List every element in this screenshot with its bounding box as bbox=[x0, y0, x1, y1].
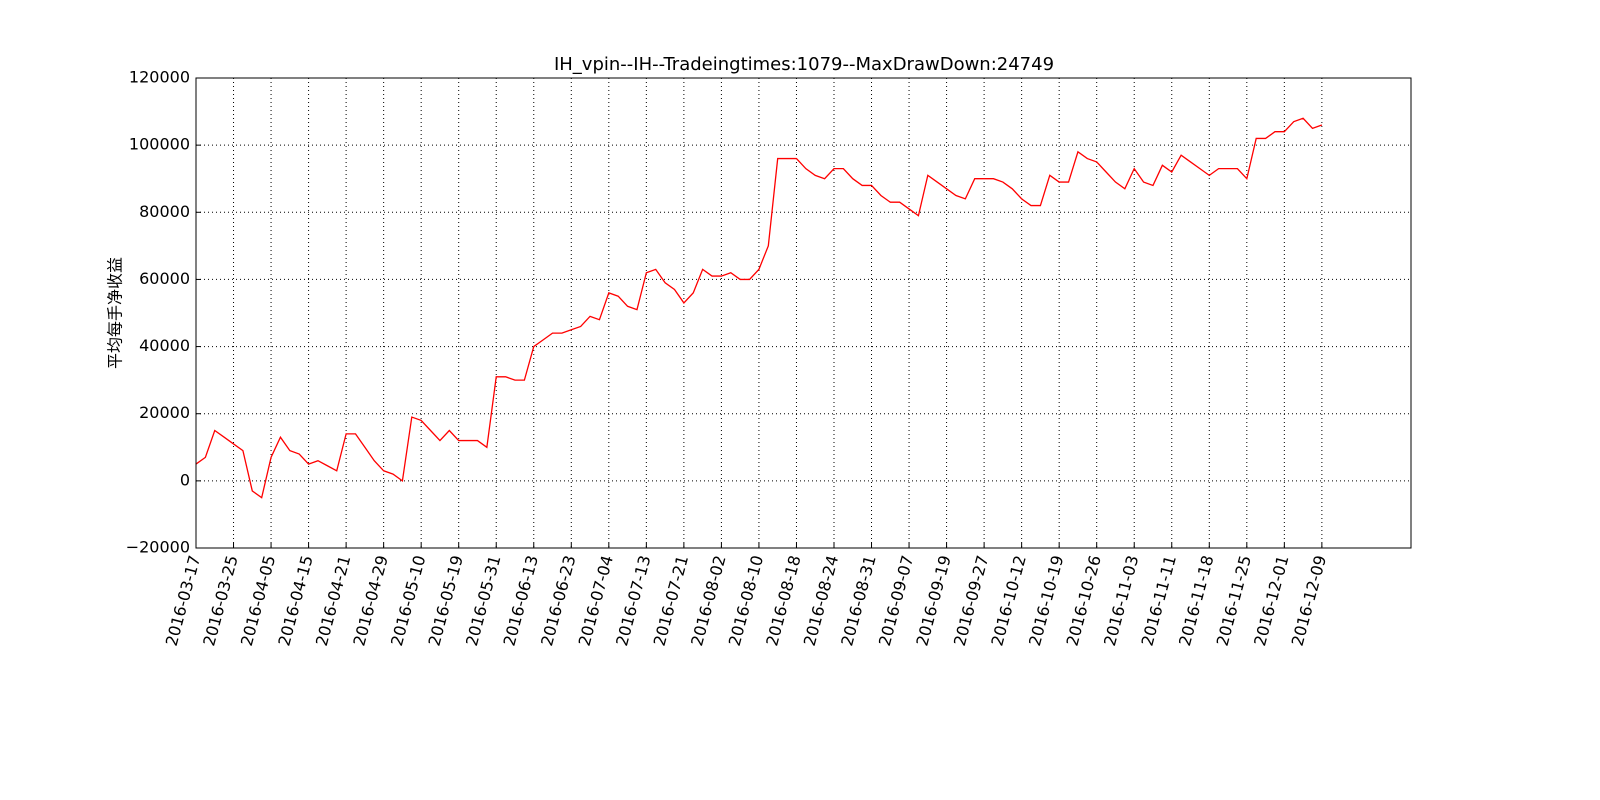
y-tick-label: 40000 bbox=[139, 336, 190, 355]
y-tick-label: 60000 bbox=[139, 269, 190, 288]
y-tick-label: 20000 bbox=[139, 403, 190, 422]
data-line bbox=[195, 117, 1323, 499]
y-tick-label: −20000 bbox=[126, 538, 190, 557]
chart-title: IH_vpin--IH--Tradeingtimes:1079--MaxDraw… bbox=[554, 54, 1054, 75]
y-tick-label: 80000 bbox=[139, 202, 190, 221]
y-axis-label: 平均每手净收益 bbox=[106, 257, 125, 369]
y-tick-label: 120000 bbox=[129, 68, 190, 87]
y-tick-label: 100000 bbox=[129, 135, 190, 154]
y-tick-label: 0 bbox=[180, 470, 190, 489]
plot-frame bbox=[195, 77, 1412, 549]
